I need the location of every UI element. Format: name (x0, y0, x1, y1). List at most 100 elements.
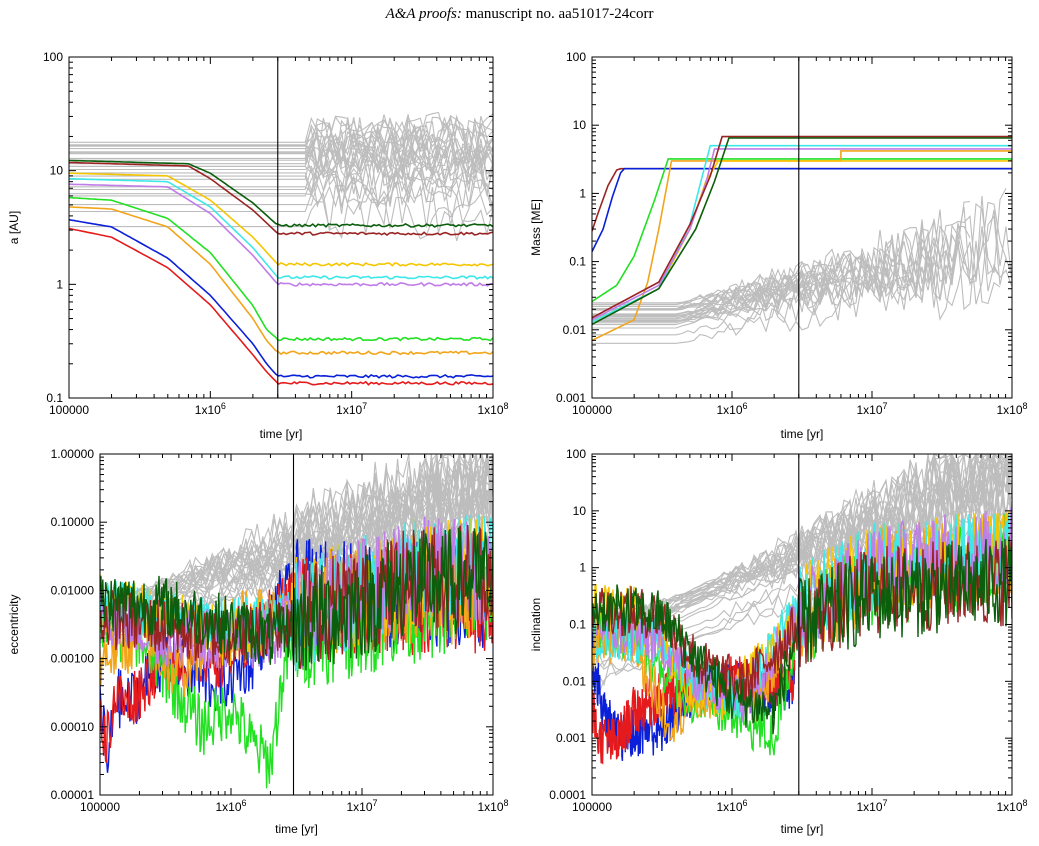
background-planet-track (592, 241, 911, 316)
y-tick-label: 0.001 (556, 731, 586, 745)
y-tick-label: 10 (573, 118, 587, 132)
series-line-dark-green (592, 137, 1012, 326)
y-tick-label: 100 (566, 447, 586, 461)
y-tick-label: 10 (573, 504, 587, 518)
background-planet-track (592, 209, 1012, 326)
page-header: A&A proofs: manuscript no. aa51017-24cor… (0, 6, 1039, 23)
background-planet-track (592, 240, 1001, 344)
background-planet-track (69, 148, 493, 190)
series-line-blue (69, 218, 493, 379)
background-planet-track (69, 114, 493, 166)
manuscript-id: manuscript no. aa51017-24corr (465, 6, 654, 22)
x-tick-label: 100000 (49, 403, 89, 417)
series-line-dark-green (592, 536, 1012, 735)
y-tick-label: 0.1 (569, 255, 586, 269)
background-planet-track (69, 144, 493, 195)
x-axis-label: time [yr] (275, 822, 318, 836)
background-planet-track (592, 295, 761, 322)
x-axis-label: time [yr] (260, 427, 303, 441)
background-planet-track (69, 162, 493, 214)
panel-eccentricity: 100000 1x106 1x107 1x108 0.00001 0.00010 0.001… (7, 447, 509, 836)
series-line-dark-green (69, 159, 493, 228)
y-axis-label: Mass [ME] (529, 199, 543, 256)
plot-area (100, 454, 493, 789)
y-tick-label: 0.001 (556, 391, 586, 405)
background-planet-track (69, 139, 493, 192)
background-planet-track (69, 148, 493, 198)
background-planet-track (69, 165, 493, 216)
series-line-blue (592, 167, 1012, 252)
x-tick-label: 1x106 (215, 798, 246, 814)
series-line-light-green (69, 196, 493, 342)
plot-area (69, 111, 493, 386)
background-planet-track (592, 269, 827, 319)
y-axis-label: inclination (529, 598, 543, 651)
y-tick-label: 0.00001 (51, 788, 95, 802)
panel-semi-major-axis: 100000 1x106 1x107 1x108 0.1 1 10 100 time [yr] a… (7, 50, 509, 441)
y-tick-label: 0.1 (569, 618, 586, 632)
y-tick-label: 1 (579, 561, 586, 575)
y-tick-label: 0.01000 (51, 583, 95, 597)
series-line-violet (69, 183, 493, 287)
x-tick-label: 1x107 (346, 798, 377, 814)
x-tick-label: 1x106 (716, 401, 747, 417)
plot-frame (68, 56, 494, 399)
series-line-dark-green (100, 527, 493, 671)
x-tick-label: 1x108 (996, 798, 1027, 814)
x-tick-label: 1x108 (477, 401, 508, 417)
background-planet-track (69, 195, 493, 242)
background-planet-track (69, 173, 493, 227)
series-line-yellow (69, 172, 493, 267)
y-tick-label: 0.0001 (549, 788, 586, 802)
x-tick-label: 1x108 (996, 401, 1027, 417)
y-axis-label: eccentricity (7, 594, 21, 654)
y-tick-label: 0.01 (563, 674, 587, 688)
x-tick-label: 1x106 (716, 798, 747, 814)
x-axis-label: time [yr] (781, 427, 824, 441)
y-tick-label: 0.1 (46, 391, 63, 405)
y-axis-label: a [AU] (7, 211, 21, 244)
y-tick-label: 100 (43, 50, 63, 64)
series-line-dark-red (592, 135, 1012, 319)
x-tick-label: 100000 (572, 403, 612, 417)
series-line-red (69, 227, 493, 386)
background-planet-track (592, 225, 971, 324)
y-tick-label: 0.00010 (51, 720, 95, 734)
background-planet-track (69, 111, 493, 163)
y-tick-label: 1 (579, 186, 586, 200)
background-planet-track (69, 123, 493, 176)
background-planet-track (69, 133, 493, 184)
panel-mass: 100000 1x106 1x107 1x108 0.001 0.01 0.1 1 10 100 t… (529, 50, 1028, 441)
panel-inclination: 100000 1x106 1x107 1x108 0.0001 0.001 0.01 0.1 1… (529, 447, 1028, 836)
series-line-orange (592, 512, 1012, 743)
series-line-orange (592, 150, 1012, 342)
x-tick-label: 1x108 (477, 798, 508, 814)
y-tick-label: 0.01 (563, 323, 587, 337)
plot-frame (99, 453, 494, 796)
y-tick-label: 1.00000 (51, 447, 95, 461)
series-line-orange (69, 206, 493, 356)
y-tick-label: 1 (56, 277, 63, 291)
plot-area (592, 135, 1012, 344)
journal-name: A&A proofs: (385, 6, 462, 22)
x-tick-label: 1x107 (336, 401, 367, 417)
y-tick-label: 10 (50, 164, 64, 178)
background-planet-track (592, 224, 947, 311)
series-line-light-blue (69, 177, 493, 280)
plot-frame (591, 56, 1013, 399)
y-tick-label: 100 (566, 50, 586, 64)
x-axis-label: time [yr] (781, 822, 824, 836)
plot-area (592, 454, 1012, 765)
x-tick-label: 1x107 (856, 401, 887, 417)
background-planet-track (69, 180, 493, 234)
y-tick-label: 0.00100 (51, 652, 95, 666)
x-tick-label: 1x107 (856, 798, 887, 814)
y-tick-label: 0.10000 (51, 515, 95, 529)
series-line-dark-red (69, 161, 493, 236)
x-tick-label: 1x106 (195, 401, 226, 417)
x-tick-label: 100000 (572, 800, 612, 814)
series-line-light-green (592, 158, 1012, 303)
x-tick-label: 100000 (80, 800, 120, 814)
background-planet-track (592, 218, 1012, 318)
